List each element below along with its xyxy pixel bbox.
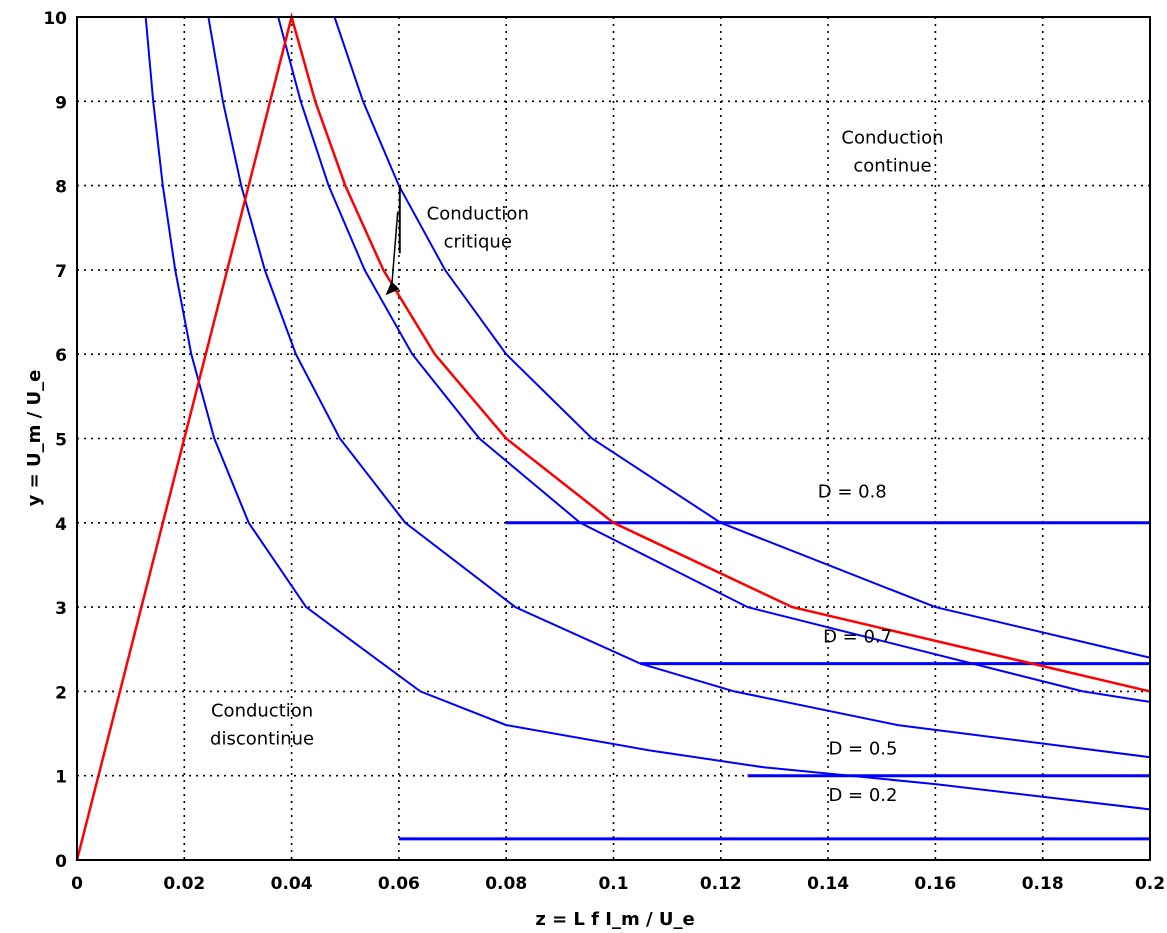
x-tick-label: 0.08 [485,874,527,894]
critical-curve [75,12,1151,861]
series-label: D = 0.7 [823,627,892,648]
x-tick-label: 0.16 [914,874,956,894]
series-curve [207,16,1151,759]
series-layer [75,12,1151,861]
y-tick-label: 7 [55,262,67,282]
y-tick-label: 5 [55,431,67,451]
y-tick-label: 10 [43,9,67,29]
annotation-line: critique [444,231,512,252]
y-tick-label: 9 [55,93,67,113]
annotation-line: Conduction [841,127,943,148]
annotation-text: Conduction continue [841,127,943,176]
series-label: D = 0.5 [828,739,897,760]
x-tick-label: 0.1 [598,874,628,894]
annotation-text: Conduction discontinue [210,701,314,750]
annotation-line: discontinue [210,729,314,750]
ticks: 0 0.02 0.04 0.06 0.08 0.1 0.12 0.14 0.16 0.18 0.2 0… [43,9,1165,894]
x-tick-label: 0.12 [700,874,742,894]
annotation-text: Conduction critique [427,203,529,252]
x-tick-label: 0.02 [163,874,205,894]
x-tick-label: 0.18 [1022,874,1064,894]
y-tick-label: 2 [55,683,67,703]
series-curve [144,16,1151,811]
series-label: D = 0.8 [818,482,887,503]
annotation-arrowhead [385,281,400,296]
annotation-line: continue [853,155,931,176]
x-axis-label: z = L f I_m / U_e [535,909,694,930]
x-tick-label: 0.14 [807,874,849,894]
annotation-line: Conduction [211,701,313,722]
y-tick-label: 4 [55,515,67,535]
x-tick-label: 0 [71,874,83,894]
y-tick-label: 0 [55,852,67,872]
y-tick-label: 1 [55,768,67,788]
annotation-line: Conduction [427,203,529,224]
x-tick-label: 0.2 [1135,874,1165,894]
y-tick-label: 6 [55,346,67,366]
y-tick-label: 3 [55,599,67,619]
y-axis-label: y = U_m / U_e [24,370,45,507]
plot-frame [76,16,1151,861]
x-tick-label: 0.06 [378,874,420,894]
y-tick-label: 8 [55,178,67,198]
series-curve [333,16,1151,659]
series-curve [277,16,1151,703]
annotation-arrow [390,211,399,290]
x-tick-label: 0.04 [271,874,313,894]
series-label: D = 0.2 [828,785,897,806]
